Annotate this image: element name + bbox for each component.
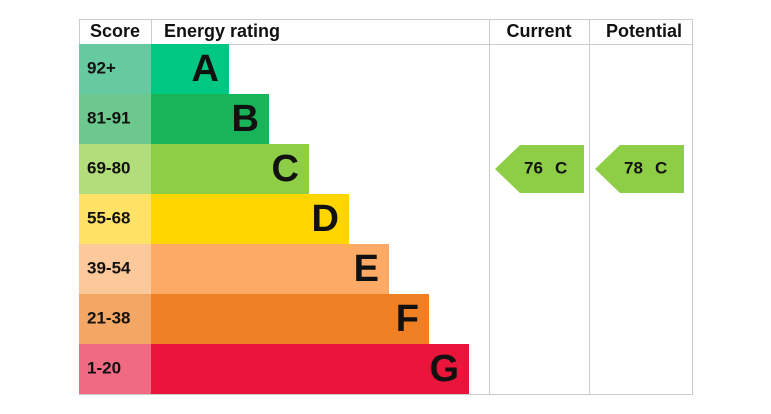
rating-letter: C (272, 148, 299, 190)
score-cell (79, 344, 151, 394)
rating-letter: A (192, 48, 219, 90)
header-potential: Potential (606, 21, 682, 41)
rating-letter: B (232, 98, 259, 140)
score-label: 81-91 (87, 108, 130, 127)
rating-bar (151, 194, 349, 244)
score-cell (79, 144, 151, 194)
rating-bar (151, 244, 389, 294)
rating-bar (151, 344, 469, 394)
score-cell (79, 44, 151, 94)
header-current: Current (506, 21, 571, 41)
current-value: 76 (524, 158, 543, 177)
score-cell (79, 94, 151, 144)
score-cell (79, 244, 151, 294)
potential-band: C (655, 158, 667, 177)
score-cell (79, 294, 151, 344)
rating-bar (151, 144, 309, 194)
potential-arrow (595, 145, 684, 193)
score-cell (79, 194, 151, 244)
score-label: 69-80 (87, 158, 130, 177)
rating-bar (151, 294, 429, 344)
score-label: 1-20 (87, 358, 121, 377)
rating-letter: E (354, 248, 379, 290)
rating-letter: D (312, 198, 339, 240)
rating-letter: F (396, 298, 419, 340)
header-rating: Energy rating (164, 21, 280, 41)
score-label: 92+ (87, 58, 116, 77)
rating-letter: G (429, 348, 459, 390)
current-band: C (555, 158, 567, 177)
score-label: 39-54 (87, 258, 131, 277)
score-label: 55-68 (87, 208, 130, 227)
potential-value: 78 (624, 158, 643, 177)
header-score: Score (90, 21, 140, 41)
current-arrow (495, 145, 584, 193)
rating-bar (151, 94, 269, 144)
score-label: 21-38 (87, 308, 130, 327)
rating-bar (151, 44, 229, 94)
